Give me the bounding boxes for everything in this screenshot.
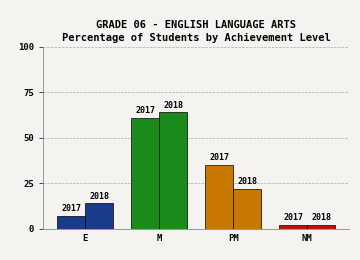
Bar [85, 203, 113, 229]
Bar [159, 112, 187, 229]
Text: 2018: 2018 [237, 177, 257, 186]
Text: 2018: 2018 [311, 213, 331, 222]
Bar [307, 225, 335, 229]
Title: GRADE 06 - ENGLISH LANGUAGE ARTS
Percentage of Students by Achievement Level: GRADE 06 - ENGLISH LANGUAGE ARTS Percent… [62, 20, 330, 43]
Text: 2017: 2017 [283, 213, 303, 222]
Bar [233, 189, 261, 229]
Text: 2018: 2018 [89, 192, 109, 201]
Bar [131, 118, 159, 229]
Text: 2017: 2017 [61, 204, 81, 213]
Text: 2017: 2017 [135, 106, 155, 115]
Bar [279, 225, 307, 229]
Bar [57, 216, 85, 229]
Text: 2017: 2017 [209, 153, 229, 162]
Bar [205, 165, 233, 229]
Text: 2018: 2018 [163, 101, 183, 110]
